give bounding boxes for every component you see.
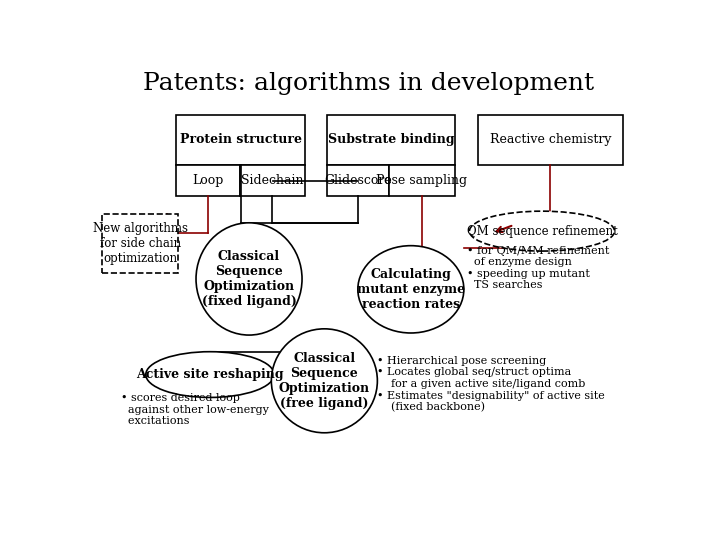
- Text: QM sequence refinement: QM sequence refinement: [467, 225, 617, 238]
- Ellipse shape: [145, 352, 274, 397]
- Bar: [478, 114, 623, 165]
- Text: Protein structure: Protein structure: [180, 133, 302, 146]
- Bar: [389, 165, 456, 196]
- Bar: [327, 114, 456, 165]
- Ellipse shape: [358, 246, 464, 333]
- Ellipse shape: [469, 211, 615, 251]
- Text: Pose sampling: Pose sampling: [377, 174, 467, 187]
- Text: Loop: Loop: [192, 174, 224, 187]
- Ellipse shape: [196, 223, 302, 335]
- Text: Classical
Sequence
Optimization
(free ligand): Classical Sequence Optimization (free li…: [279, 352, 370, 410]
- Bar: [102, 214, 178, 273]
- Text: Sidechain: Sidechain: [241, 174, 303, 187]
- Bar: [176, 114, 305, 165]
- Text: Substrate binding: Substrate binding: [328, 133, 454, 146]
- Text: New algorithms
for side chain
optimization: New algorithms for side chain optimizati…: [93, 222, 188, 265]
- Bar: [240, 165, 305, 196]
- Text: Calculating
mutant enzyme
reaction rates: Calculating mutant enzyme reaction rates: [357, 268, 465, 311]
- Ellipse shape: [271, 329, 377, 433]
- Text: • scores desired loop
  against other low-energy
  excitations: • scores desired loop against other low-…: [121, 393, 269, 427]
- Text: Classical
Sequence
Optimization
(fixed ligand): Classical Sequence Optimization (fixed l…: [202, 250, 297, 308]
- Text: Patents: algorithms in development: Patents: algorithms in development: [143, 72, 595, 95]
- Bar: [327, 165, 389, 196]
- Text: • Hierarchical pose screening
• Locates global seq/struct optima
    for a given: • Hierarchical pose screening • Locates …: [377, 356, 605, 413]
- Bar: [176, 165, 240, 196]
- Text: Reactive chemistry: Reactive chemistry: [490, 133, 611, 146]
- Text: Glidescore: Glidescore: [324, 174, 392, 187]
- Text: Active site reshaping: Active site reshaping: [136, 368, 284, 381]
- Text: • for QM/MM refinement
  of enzyme design
• speeding up mutant
  TS searches: • for QM/MM refinement of enzyme design …: [467, 246, 609, 291]
